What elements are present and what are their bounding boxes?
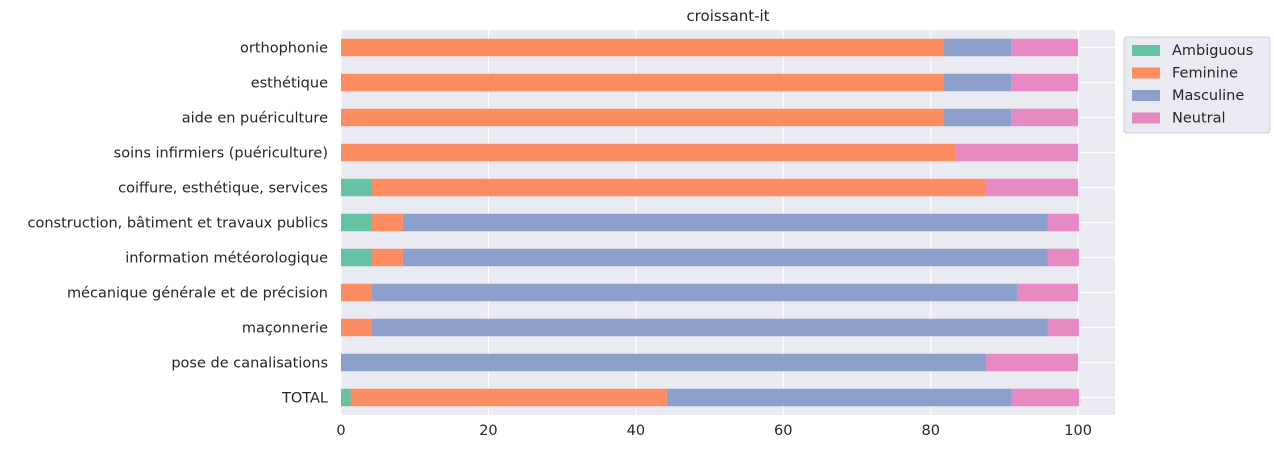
bar-segment-neutral — [1047, 318, 1079, 337]
bar-segment-ambiguous — [341, 248, 372, 267]
y-tick-label: coiffure, esthétique, services — [118, 181, 328, 197]
bar-segment-masculine — [943, 38, 1012, 57]
legend-label: Feminine — [1172, 66, 1238, 82]
bar-segment-feminine — [371, 178, 987, 197]
bar-segment-masculine — [371, 318, 1048, 337]
x-tick-label: 20 — [479, 423, 497, 439]
legend-swatch — [1132, 45, 1160, 56]
x-tick-labels: 0 20 40 60 80 100 — [336, 423, 1092, 439]
y-tick-label: TOTAL — [281, 391, 328, 407]
bar-segment-neutral — [1047, 213, 1079, 232]
bar-segment-neutral — [955, 143, 1079, 162]
bar-segment-neutral — [1011, 38, 1079, 57]
bar-segment-feminine — [341, 143, 956, 162]
legend-swatch — [1132, 90, 1160, 101]
bar-segment-feminine — [371, 213, 403, 232]
legend-label: Masculine — [1172, 88, 1244, 104]
bar-segment-masculine — [943, 108, 1012, 127]
bar-segment-masculine — [371, 283, 1017, 302]
bar-segment-masculine — [943, 73, 1012, 92]
legend: Ambiguous Feminine Masculine Neutral — [1123, 36, 1271, 134]
legend-frame — [1123, 36, 1271, 134]
bar-segment-feminine — [341, 108, 944, 127]
y-tick-label: maçonnerie — [242, 321, 328, 337]
bar-segment-feminine — [341, 73, 944, 92]
bar-segment-feminine — [341, 283, 372, 302]
legend-swatch — [1132, 67, 1160, 79]
bar-segment-masculine — [341, 353, 986, 372]
bars — [341, 38, 1079, 407]
y-tick-label: pose de canalisations — [171, 356, 328, 372]
y-tick-label: construction, bâtiment et travaux public… — [28, 216, 329, 232]
bar-segment-feminine — [371, 248, 403, 267]
bar-segment-neutral — [1011, 73, 1079, 92]
bar-segment-neutral — [1016, 283, 1079, 302]
y-tick-label: soins infirmiers (puériculture) — [114, 146, 328, 162]
x-tick-label: 40 — [627, 423, 645, 439]
x-tick-label: 80 — [921, 423, 939, 439]
legend-swatch — [1132, 112, 1160, 124]
bar-segment-ambiguous — [341, 178, 372, 197]
x-tick-label: 60 — [774, 423, 792, 439]
bar-segment-masculine — [402, 213, 1048, 232]
bar-segment-masculine — [402, 248, 1048, 267]
bar-segment-ambiguous — [341, 213, 372, 232]
bar-segment-feminine — [341, 318, 372, 337]
legend-label: Neutral — [1172, 111, 1226, 127]
bar-segment-neutral — [1011, 108, 1079, 127]
bar-segment-ambiguous — [341, 388, 351, 407]
y-tick-label: mécanique générale et de précision — [67, 286, 328, 302]
y-tick-label: aide en puériculture — [182, 111, 328, 127]
x-tick-label: 0 — [336, 423, 345, 439]
bar-segment-neutral — [1047, 248, 1079, 267]
bar-segment-neutral — [986, 353, 1079, 372]
bar-segment-neutral — [1011, 388, 1079, 407]
x-tick-label: 100 — [1064, 423, 1092, 439]
bar-segment-masculine — [666, 388, 1012, 407]
y-tick-labels: orthophonie esthétique aide en puéricultur… — [28, 41, 329, 407]
bar-segment-feminine — [341, 38, 944, 57]
y-tick-label: information météorologique — [125, 251, 328, 267]
chart-title: croissant-it — [686, 7, 769, 25]
bar-segment-neutral — [986, 178, 1079, 197]
bar-segment-feminine — [350, 388, 667, 407]
y-tick-label: esthétique — [251, 76, 328, 92]
y-tick-label: orthophonie — [240, 41, 328, 57]
legend-label: Ambiguous — [1172, 43, 1253, 59]
